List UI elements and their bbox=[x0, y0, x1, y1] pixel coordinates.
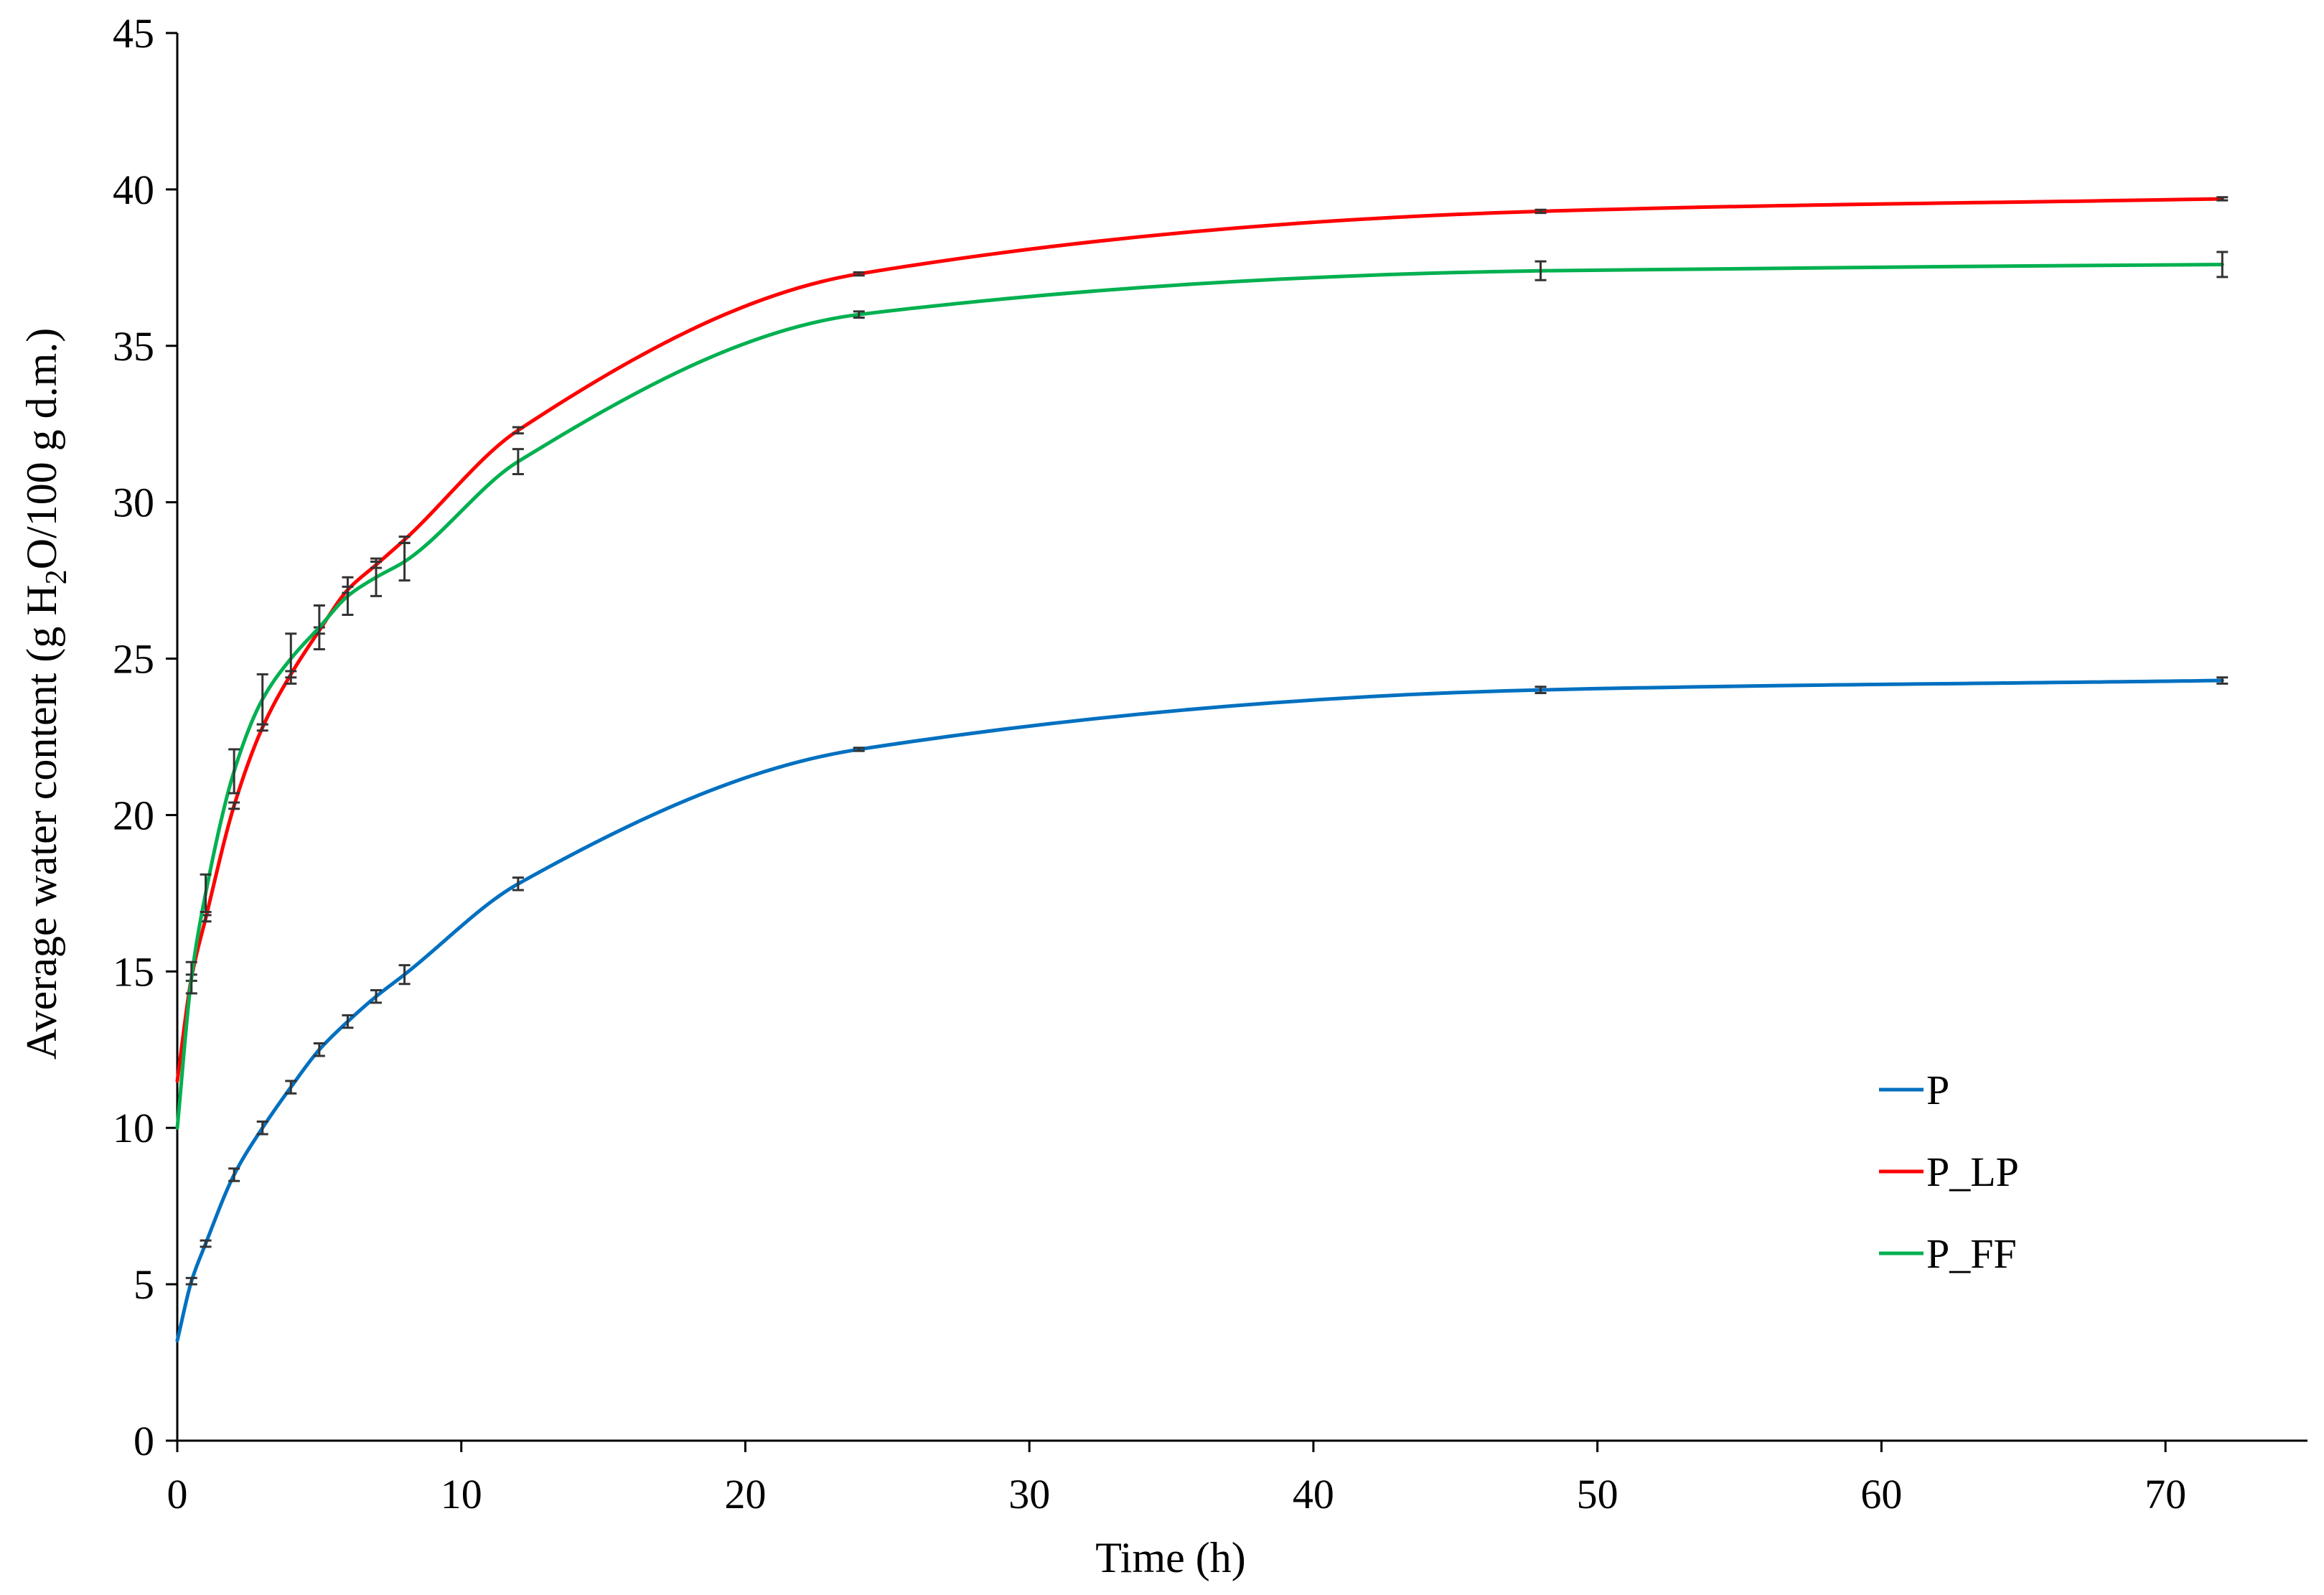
error-bar-p-ff bbox=[512, 448, 524, 475]
error-bar-p-ff bbox=[1535, 260, 1547, 281]
legend-item-p-lp: P_LP bbox=[1879, 1149, 2019, 1195]
error-bar-p-ff bbox=[200, 873, 212, 914]
x-tick-label: 20 bbox=[724, 1471, 766, 1517]
series-p-lp bbox=[175, 196, 2229, 1083]
error-bar-p-lp bbox=[1535, 208, 1547, 215]
legend-item-p-ff: P_FF bbox=[1879, 1230, 2017, 1277]
error-bar-p bbox=[228, 1167, 240, 1182]
x-tick-label: 10 bbox=[441, 1471, 482, 1517]
error-bar-p bbox=[1535, 686, 1547, 694]
x-tick-label: 30 bbox=[1008, 1471, 1050, 1517]
error-bar-p-ff bbox=[256, 673, 268, 726]
error-bar-p-ff bbox=[2216, 251, 2229, 279]
error-bar-p-ff bbox=[313, 604, 325, 650]
error-bar-p bbox=[2216, 676, 2229, 685]
y-tick-label: 35 bbox=[113, 323, 154, 370]
y-axis-label: Average water content (g H2O/100 g d.m.) bbox=[18, 328, 73, 1060]
y-tick-label: 45 bbox=[113, 10, 154, 57]
error-bar-p bbox=[512, 876, 524, 892]
legend-label-p: P bbox=[1926, 1067, 1949, 1113]
ticks: 0 5 10 15 20 25 30 35 40 45 0 10 20 30 40 50 60 70 bbox=[113, 10, 2186, 1517]
series-p-ff bbox=[175, 251, 2229, 1130]
axes bbox=[176, 33, 2307, 1442]
series-p bbox=[175, 676, 2229, 1343]
error-bar-p-lp bbox=[2216, 196, 2229, 202]
y-tick-label: 25 bbox=[113, 636, 154, 683]
x-axis-label: Time (h) bbox=[1095, 1534, 1245, 1581]
y-tick-label: 0 bbox=[133, 1418, 154, 1464]
error-bar-p-ff bbox=[342, 576, 354, 617]
error-bar-p bbox=[370, 988, 383, 1004]
x-tick-label: 50 bbox=[1577, 1471, 1618, 1517]
error-bar-p-ff bbox=[370, 557, 383, 597]
y-tick-label: 15 bbox=[113, 948, 154, 995]
y-tick-label: 10 bbox=[113, 1105, 154, 1151]
error-bar-p-ff bbox=[228, 748, 240, 795]
error-bar-p-ff bbox=[853, 310, 865, 319]
y-axis-label-subscript: 2 bbox=[40, 569, 73, 584]
error-bar-p-ff bbox=[185, 960, 197, 995]
x-tick-label: 0 bbox=[167, 1471, 188, 1517]
series-line-p-lp bbox=[175, 197, 2224, 1083]
error-bar-p bbox=[342, 1014, 354, 1029]
y-axis-label-prefix: Average water content (g H bbox=[18, 584, 65, 1060]
y-tick-label: 5 bbox=[133, 1261, 154, 1308]
error-bar-p bbox=[285, 1080, 297, 1095]
x-tick-label: 40 bbox=[1293, 1471, 1334, 1517]
legend-label-p-lp: P_LP bbox=[1926, 1149, 2019, 1195]
error-bar-p bbox=[313, 1042, 325, 1057]
legend-item-p: P bbox=[1879, 1067, 1949, 1113]
error-bar-p-lp bbox=[853, 271, 865, 277]
series-line-p bbox=[175, 678, 2224, 1343]
error-bar-p bbox=[185, 1276, 197, 1286]
error-bar-p bbox=[853, 747, 865, 752]
error-bar-p-ff bbox=[398, 541, 411, 582]
error-bar-p bbox=[256, 1121, 268, 1136]
error-bar-p-lp bbox=[512, 426, 524, 435]
error-bar-p bbox=[398, 964, 411, 986]
x-tick-label: 60 bbox=[1860, 1471, 1902, 1517]
y-tick-label: 40 bbox=[113, 167, 154, 213]
error-bar-p-ff bbox=[285, 632, 297, 685]
legend: P P_LP P_FF bbox=[1879, 1067, 2019, 1277]
error-bar-p bbox=[200, 1239, 212, 1248]
y-axis-label-suffix: O/100 g d.m.) bbox=[18, 328, 65, 570]
legend-label-p-ff: P_FF bbox=[1926, 1230, 2017, 1277]
series-group bbox=[175, 196, 2229, 1343]
y-tick-label: 30 bbox=[113, 480, 154, 526]
series-line-p-ff bbox=[175, 262, 2224, 1130]
x-tick-label: 70 bbox=[2145, 1471, 2186, 1517]
error-bar-p-lp bbox=[228, 801, 240, 810]
y-tick-label: 20 bbox=[113, 792, 154, 838]
